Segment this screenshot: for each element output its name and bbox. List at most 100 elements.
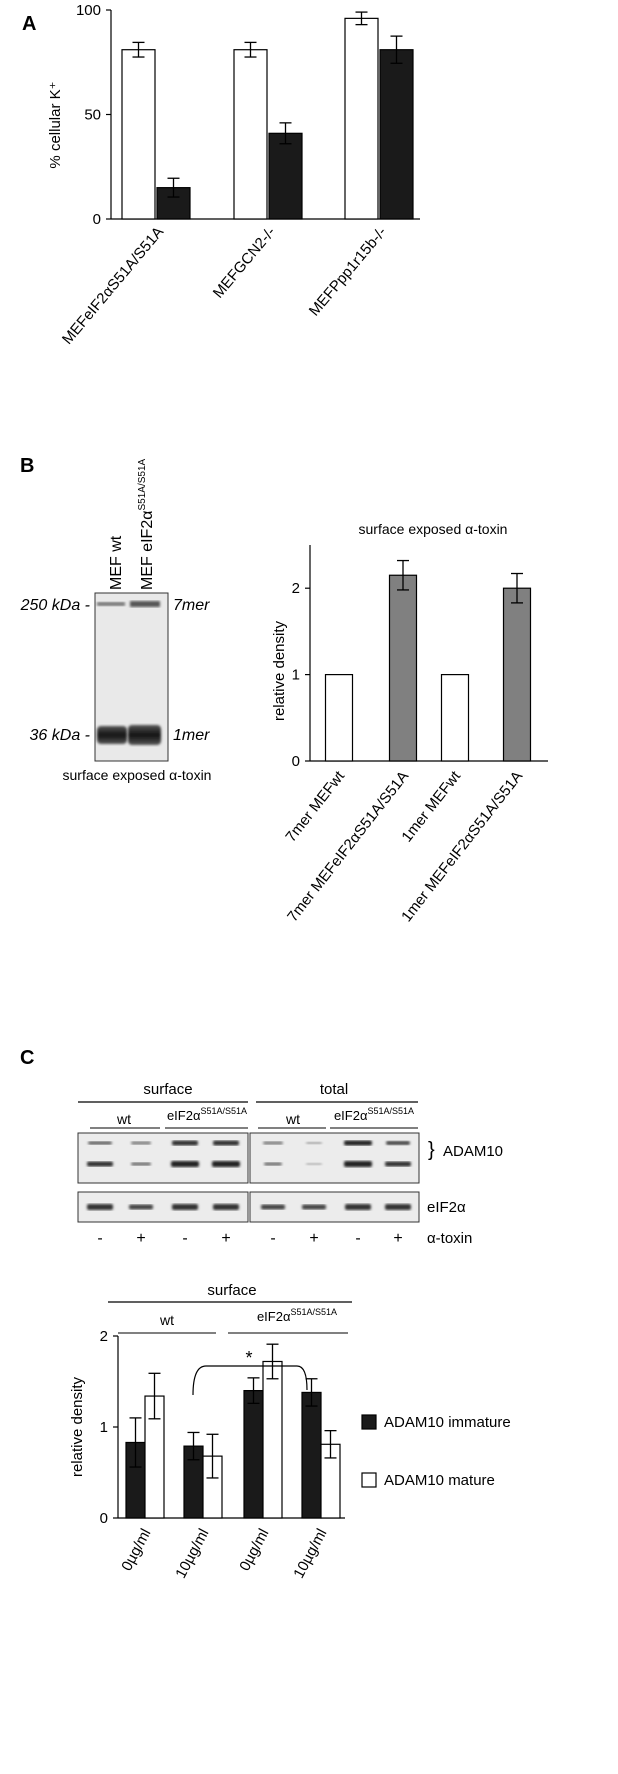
blot-b-band-7mer-lane2 xyxy=(130,601,160,607)
blot-c-sign: + xyxy=(221,1230,230,1247)
chart-c-legend-swatch xyxy=(361,1472,377,1488)
blot-c: surface total wt eIF2αS51A/S51A wt eIF2α… xyxy=(77,1081,503,1247)
blot-c-mut-total-sup: S51A/S51A xyxy=(367,1106,414,1116)
blot-c-band-eif2a xyxy=(213,1204,239,1210)
blot-b-marker-250: 250 kDa - xyxy=(20,597,90,614)
blot-b-lane-label-1: MEF wt xyxy=(108,535,125,590)
chart-c-category-label: 10µg/ml xyxy=(172,1526,212,1581)
chart-c-group-right-sup: S51A/S51A xyxy=(290,1307,337,1317)
chart-c: surface wt eIF2αS51A/S51A relative densi… xyxy=(69,1282,511,1581)
chart-c-category-label: 0µg/ml xyxy=(118,1526,154,1574)
blot-c-mut-total: eIF2αS51A/S51A xyxy=(334,1106,414,1123)
blot-c-band-adam10-lower xyxy=(131,1162,151,1166)
chart-c-bar xyxy=(262,1360,283,1519)
chart-a-category-label: MEFPpp1r15b-/- xyxy=(306,224,390,320)
blot-b-band-1mer-label: 1mer xyxy=(173,727,210,744)
chart-c-legend-label: ADAM10 mature xyxy=(384,1472,495,1489)
chart-a-ytick-label: 0 xyxy=(93,211,101,228)
chart-c-group-left: wt xyxy=(159,1312,174,1328)
blot-c-band-adam10-lower xyxy=(306,1163,322,1165)
chart-a-bar xyxy=(344,17,379,220)
blot-c-bands xyxy=(87,1140,411,1210)
chart-b-ytick-label: 0 xyxy=(292,753,300,770)
chart-a-ylabel: % cellular K⁺ xyxy=(47,81,64,168)
chart-b-category-label: 7mer MEFeIF2αS51A/S51A xyxy=(284,768,412,925)
chart-b-bar xyxy=(502,587,532,762)
chart-a-category-label: MEFeIF2αS51A/S51A xyxy=(59,224,167,348)
chart-c-category-label: 10µg/ml xyxy=(290,1526,330,1581)
chart-a-ytick-label: 50 xyxy=(84,107,101,124)
blot-b-lane-label-2-sup: S51A/S51A xyxy=(137,458,148,510)
chart-c-group-right: eIF2αS51A/S51A xyxy=(257,1307,337,1324)
blot-c-label-eif2a: eIF2α xyxy=(427,1199,466,1216)
blot-c-mut-surface: eIF2αS51A/S51A xyxy=(167,1106,247,1123)
blot-c-band-adam10-upper xyxy=(306,1142,322,1144)
blot-c-label-alpha-toxin: α-toxin xyxy=(427,1230,472,1247)
blot-b-band-1mer-lane2 xyxy=(128,725,161,745)
chart-c-group-right-main: eIF2α xyxy=(257,1309,291,1324)
chart-c-category-label: 0µg/ml xyxy=(236,1526,272,1574)
chart-b-bar xyxy=(324,673,354,762)
blot-c-sign: - xyxy=(270,1230,275,1247)
blot-c-sign: - xyxy=(182,1230,187,1247)
blot-c-sign: + xyxy=(309,1230,318,1247)
chart-b: surface exposed α-toxin relative density… xyxy=(271,521,548,925)
chart-c-ytick-label: 1 xyxy=(100,1419,108,1436)
chart-b-ytick-label: 1 xyxy=(292,667,300,684)
blot-b-caption: surface exposed α-toxin xyxy=(63,767,212,783)
blot-c-sign: + xyxy=(136,1230,145,1247)
blot-c-label-adam10: ADAM10 xyxy=(443,1143,503,1160)
blot-c-band-adam10-upper xyxy=(344,1140,372,1146)
blot-c-band-eif2a xyxy=(87,1204,113,1210)
chart-b-bar xyxy=(440,673,470,762)
chart-c-significance-bracket xyxy=(192,1365,308,1396)
blot-c-mut-surface-sup: S51A/S51A xyxy=(200,1106,247,1116)
blot-c-band-adam10-lower xyxy=(385,1161,411,1167)
blot-c-band-eif2a xyxy=(129,1204,153,1210)
blot-c-membrane-adam10-total xyxy=(249,1132,420,1184)
blot-c-band-eif2a xyxy=(345,1204,371,1210)
blot-b-lane-label-2: MEF eIF2αS51A/S51A xyxy=(137,458,156,590)
blot-c-band-adam10-upper xyxy=(131,1141,151,1145)
panel-label-c: C xyxy=(20,1047,34,1069)
blot-c-mut-total-main: eIF2α xyxy=(334,1108,368,1123)
blot-c-band-adam10-upper xyxy=(386,1141,410,1145)
blot-b-band-7mer-label: 7mer xyxy=(173,597,210,614)
chart-c-ylabel: relative density xyxy=(69,1376,86,1477)
blot-c-band-adam10-lower xyxy=(87,1161,113,1167)
blot-c-band-eif2a xyxy=(172,1204,198,1210)
blot-c-band-adam10-upper xyxy=(263,1141,283,1145)
blot-c-band-adam10-lower xyxy=(171,1161,199,1167)
blot-b: MEF wt MEF eIF2αS51A/S51A 250 kDa - 36 k… xyxy=(20,458,212,783)
chart-a-bar xyxy=(379,49,414,220)
chart-c-ytick-label: 2 xyxy=(100,1328,108,1345)
blot-c-sign: - xyxy=(355,1230,360,1247)
blot-b-band-1mer-lane1 xyxy=(97,726,127,744)
blot-b-band-7mer-lane1 xyxy=(97,602,125,606)
blot-b-lane-label-2-main: MEF eIF2α xyxy=(139,511,156,590)
blot-c-band-adam10-lower xyxy=(264,1162,282,1166)
panel-label-a: A xyxy=(22,13,36,35)
blot-c-sign: + xyxy=(393,1230,402,1247)
blot-c-band-eif2a xyxy=(385,1204,411,1210)
chart-a-bar xyxy=(233,49,268,220)
blot-c-band-adam10-lower xyxy=(344,1161,372,1167)
chart-a-bar xyxy=(121,49,156,220)
chart-a-bar xyxy=(268,132,303,220)
chart-b-category-label: 7mer MEFwt xyxy=(282,767,348,845)
chart-a-category-label: MEFGCN2-/- xyxy=(210,224,279,302)
blot-c-band-adam10-upper xyxy=(172,1140,198,1146)
blot-c-header-surface: surface xyxy=(143,1081,192,1098)
chart-b-bar xyxy=(388,574,418,762)
chart-c-ytick-label: 0 xyxy=(100,1510,108,1527)
blot-b-marker-36: 36 kDa - xyxy=(30,727,90,744)
chart-b-category-label: 1mer MEFeIF2αS51A/S51A xyxy=(398,768,526,925)
panel-label-b: B xyxy=(20,455,34,477)
blot-c-header-total: total xyxy=(320,1081,348,1098)
blot-c-band-adam10-lower xyxy=(212,1161,240,1167)
chart-c-bar xyxy=(243,1389,264,1519)
blot-c-wt-total: wt xyxy=(285,1111,300,1127)
blot-c-band-eif2a xyxy=(302,1204,326,1210)
chart-b-ylabel: relative density xyxy=(271,620,288,721)
